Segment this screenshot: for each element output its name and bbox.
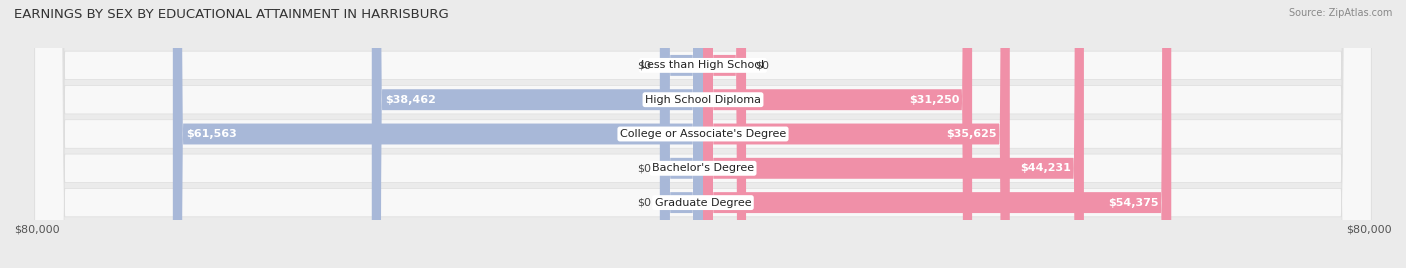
Text: $0: $0 (637, 198, 651, 208)
FancyBboxPatch shape (371, 0, 703, 268)
FancyBboxPatch shape (703, 0, 747, 268)
FancyBboxPatch shape (703, 0, 1084, 268)
FancyBboxPatch shape (35, 0, 1371, 268)
Text: $0: $0 (755, 60, 769, 70)
FancyBboxPatch shape (35, 0, 1371, 268)
Text: College or Associate's Degree: College or Associate's Degree (620, 129, 786, 139)
Text: Less than High School: Less than High School (641, 60, 765, 70)
FancyBboxPatch shape (659, 0, 703, 268)
FancyBboxPatch shape (35, 0, 1371, 268)
Text: $80,000: $80,000 (14, 225, 59, 235)
FancyBboxPatch shape (173, 0, 703, 268)
FancyBboxPatch shape (659, 0, 703, 268)
FancyBboxPatch shape (703, 0, 1010, 268)
FancyBboxPatch shape (35, 0, 1371, 268)
Text: High School Diploma: High School Diploma (645, 95, 761, 105)
Text: $35,625: $35,625 (946, 129, 997, 139)
Text: $31,250: $31,250 (908, 95, 959, 105)
Text: $38,462: $38,462 (385, 95, 436, 105)
Text: $54,375: $54,375 (1108, 198, 1159, 208)
Text: Bachelor's Degree: Bachelor's Degree (652, 163, 754, 173)
Text: Source: ZipAtlas.com: Source: ZipAtlas.com (1288, 8, 1392, 18)
Text: Graduate Degree: Graduate Degree (655, 198, 751, 208)
Text: $61,563: $61,563 (186, 129, 236, 139)
FancyBboxPatch shape (35, 0, 1371, 268)
FancyBboxPatch shape (703, 0, 1171, 268)
Text: $80,000: $80,000 (1347, 225, 1392, 235)
Text: $44,231: $44,231 (1021, 163, 1071, 173)
FancyBboxPatch shape (659, 0, 703, 268)
Text: $0: $0 (637, 60, 651, 70)
FancyBboxPatch shape (703, 0, 972, 268)
Text: $0: $0 (637, 163, 651, 173)
Text: EARNINGS BY SEX BY EDUCATIONAL ATTAINMENT IN HARRISBURG: EARNINGS BY SEX BY EDUCATIONAL ATTAINMEN… (14, 8, 449, 21)
